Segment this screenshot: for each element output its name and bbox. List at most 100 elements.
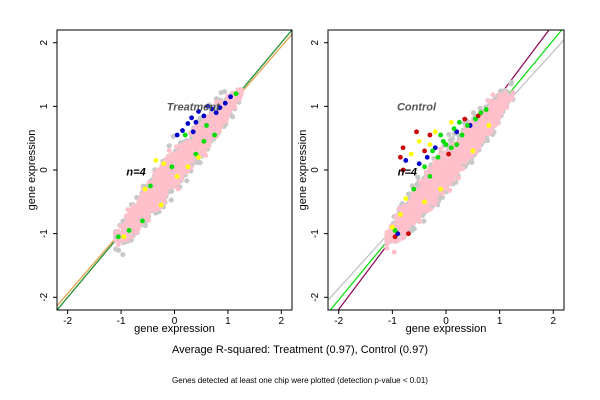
y-tick-label: -1 [39,229,50,238]
cloud-point [213,99,219,105]
cloud-point [159,185,165,191]
cloud-point [160,173,166,179]
y-tick-label: 0 [39,167,50,173]
cloud-point [168,179,174,185]
cloud-point [194,123,200,129]
highlight-point [189,115,194,121]
cloud-point [118,230,124,236]
x-tick-label: 0 [172,316,178,327]
cloud-point [139,208,145,214]
x-tick-label: 1 [225,316,231,327]
cloud-point [153,190,159,196]
cloud-point [130,208,136,214]
cloud-point [231,103,237,109]
cloud-point [166,148,172,154]
cloud-point [220,118,226,124]
cloud-point [113,238,119,244]
highlight-point [201,138,207,144]
x-axis-title: gene expression [134,323,215,335]
cloud-point-edge [197,160,203,166]
cloud-point [233,98,239,104]
cloud-point [128,234,134,240]
highlight-point [201,113,207,119]
highlight-point [153,158,159,163]
highlight-point [180,128,185,133]
cloud-point-edge [218,90,224,96]
cloud-point [175,186,181,192]
y-tick-label: -2 [39,292,50,301]
cloud-point [132,216,138,222]
plot-area [328,30,564,310]
highlight-point [121,234,127,240]
cloud-point [196,138,202,144]
cloud-point [141,194,147,200]
cloud-point [134,203,140,209]
highlight-point [140,218,145,224]
cloud-point [173,153,179,159]
highlight-point [228,94,233,100]
cloud-point [143,209,149,215]
cloud-point-edge [421,218,427,224]
highlight-point [193,119,199,125]
cloud-point [186,138,192,144]
highlight-point [196,109,201,114]
cloud-point [212,119,218,125]
highlight-point [196,154,201,160]
cloud-point [151,202,157,208]
highlight-point [161,161,167,167]
cloud-point-edge [170,133,177,140]
cloud-point [157,196,163,202]
y-tick-label: 1 [39,103,50,109]
highlight-point [193,151,199,157]
cloud-point [455,175,461,181]
panel-label: Treatment [167,101,221,113]
cloud-point-edge [470,110,477,116]
cloud-point [226,102,232,108]
cloud-point [173,144,179,150]
cloud-point [485,98,491,104]
cloud-point [180,169,186,175]
highlight-point [233,91,239,97]
highlight-point [217,105,223,111]
cloud-point-edge [477,105,483,111]
cloud-point [115,242,121,248]
cloud-point [128,212,134,218]
point-cloud [113,86,244,258]
y-axis-title: gene expression [26,130,38,211]
cloud-point-edge [508,81,514,87]
cloud-point [238,89,244,95]
cloud-point [223,109,229,115]
cloud-point [217,99,223,105]
cloud-point [145,217,151,223]
cloud-point [143,201,149,207]
highlight-point [174,132,180,138]
cloud-point [124,236,130,242]
cloud-point [203,152,209,158]
cloud-point [384,245,390,251]
cloud-point [138,212,144,218]
highlight-point [116,234,121,240]
cloud-point [187,145,193,151]
highlight-point [209,106,215,112]
x-tick-label: -2 [63,316,72,327]
cloud-point-edge [113,246,119,252]
cloud-point [182,141,188,147]
cloud-point [155,167,161,173]
cloud-point [208,123,214,129]
sample-count-label: n=4 [126,166,145,178]
cloud-point [179,176,185,182]
cloud-point [490,92,496,98]
highlight-point [142,186,148,192]
highlight-point [169,164,175,170]
cloud-point [196,129,202,135]
cloud-point [148,197,154,203]
highlight-point [204,123,209,128]
cloud-point [220,112,226,118]
highlight-point [205,103,211,109]
cloud-point [188,150,194,156]
cloud-point [125,216,131,222]
cloud-point [203,128,209,134]
highlight-point [158,202,164,208]
